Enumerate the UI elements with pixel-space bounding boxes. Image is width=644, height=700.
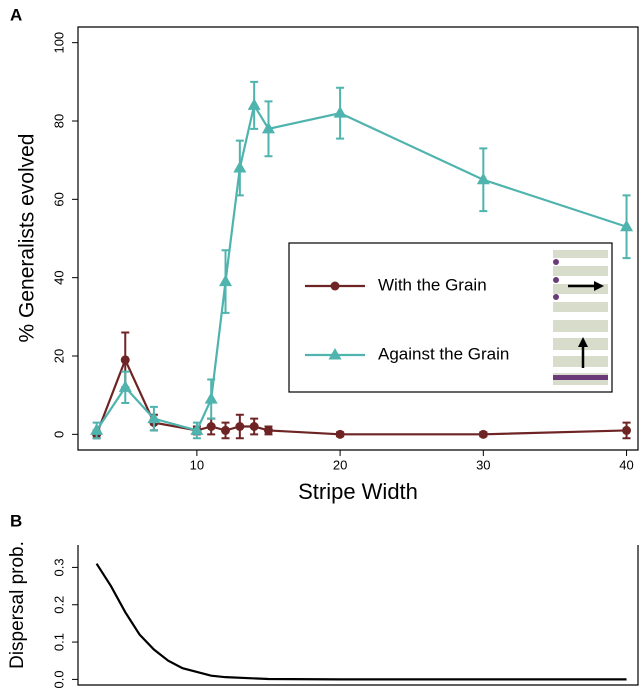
point	[204, 392, 218, 404]
point	[147, 411, 161, 424]
point	[620, 219, 634, 232]
point	[90, 423, 104, 435]
y-tick-label: 20	[51, 349, 66, 363]
y-tick-label: 0.2	[51, 596, 66, 614]
y-axis-label: % Generalists evolved	[16, 134, 39, 343]
axis-frame	[77, 26, 639, 451]
point	[219, 274, 233, 287]
point	[622, 425, 632, 435]
x-tick-label: 30	[476, 457, 490, 472]
point	[206, 422, 216, 431]
x-axis-label: Stripe Width	[298, 479, 418, 504]
point	[233, 161, 247, 173]
y-tick-label: 0	[51, 431, 66, 438]
point	[190, 423, 204, 435]
y-tick-label: 0.1	[51, 633, 66, 651]
series-line	[95, 563, 627, 681]
y-tick-label: 0.3	[51, 558, 66, 576]
point	[335, 429, 345, 439]
y-tick-label: 40	[51, 270, 66, 284]
point	[120, 355, 130, 365]
point	[118, 380, 132, 392]
y-tick-label: 60	[51, 192, 66, 206]
y-axis-label: Dispersal prob.	[7, 541, 28, 669]
y-tick-label: 80	[51, 114, 66, 128]
x-tick-label: 10	[190, 457, 204, 472]
point	[478, 429, 488, 439]
legend: With the Grain Against the Grain	[288, 242, 613, 393]
point	[263, 425, 273, 435]
panel-letter: B	[10, 511, 22, 530]
point	[247, 98, 261, 110]
point	[333, 106, 347, 118]
y-tick-label: 0.0	[51, 670, 66, 688]
legend-icon	[553, 250, 608, 385]
point	[249, 422, 259, 431]
legend-marker	[330, 281, 340, 291]
point	[235, 422, 245, 431]
point	[261, 121, 275, 134]
legend-label: Against the Grain	[378, 344, 509, 363]
point	[221, 425, 231, 435]
legend-label: With the Grain	[378, 275, 487, 294]
y-tick-label: 100	[51, 32, 66, 54]
x-tick-label: 20	[333, 457, 347, 472]
axis-frame	[77, 545, 639, 686]
legend-marker	[328, 348, 342, 360]
x-tick-label: 40	[619, 457, 633, 472]
panel-letter: A	[10, 5, 22, 24]
series-line	[95, 102, 627, 432]
point	[476, 172, 490, 185]
